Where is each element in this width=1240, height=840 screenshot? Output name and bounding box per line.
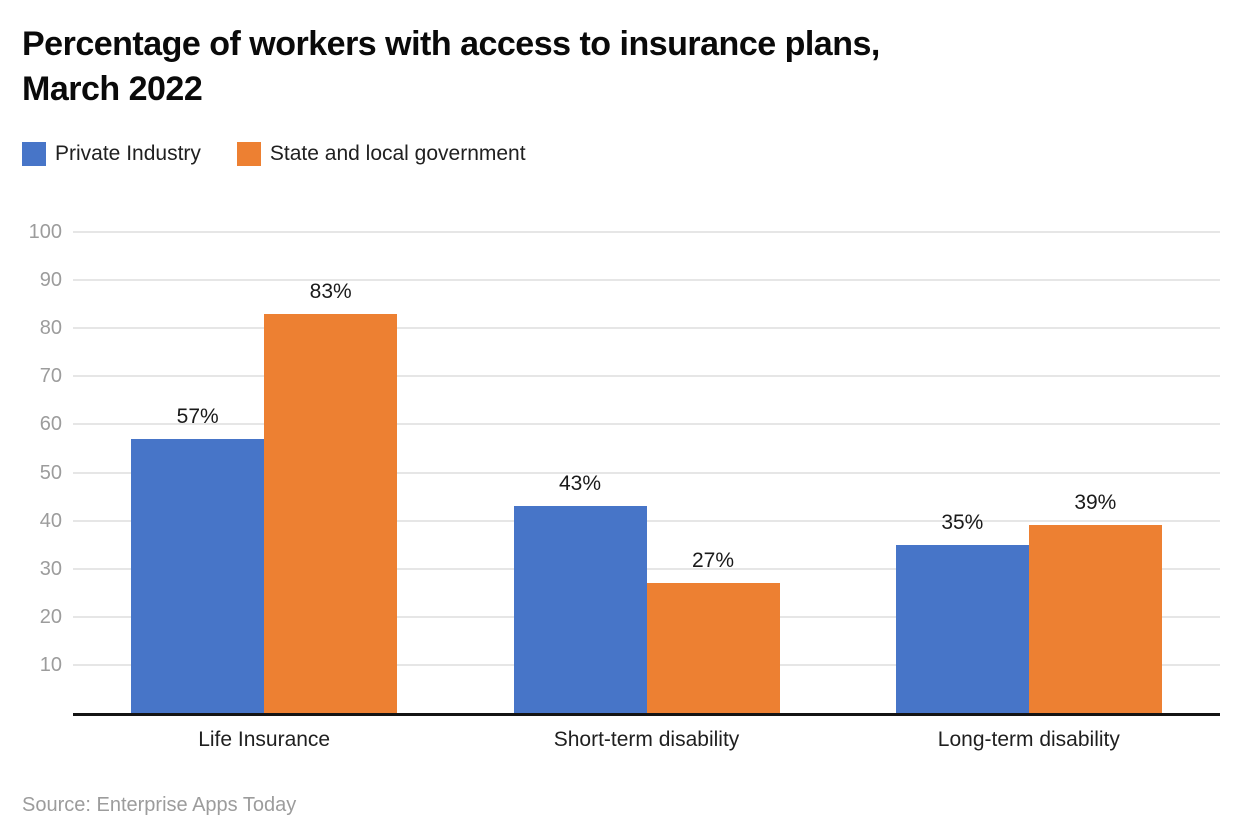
bar-private-industry-1 xyxy=(513,506,647,713)
chart-title: Percentage of workers with access to ins… xyxy=(22,22,1212,112)
value-label-0-0: 57% xyxy=(176,404,219,428)
value-label-2-1: 39% xyxy=(1074,491,1117,515)
legend: Private Industry State and local governm… xyxy=(22,142,548,166)
bar-state-and-local-government-2 xyxy=(1028,525,1162,713)
x-axis-line xyxy=(73,713,1220,716)
y-tick-label-30: 30 xyxy=(39,557,62,580)
y-tick-label-90: 90 xyxy=(39,269,62,292)
legend-swatch-blue xyxy=(22,142,46,166)
legend-label: State and local government xyxy=(269,142,526,165)
legend-label: Private Industry xyxy=(55,142,201,165)
value-label-1-0: 43% xyxy=(558,472,602,496)
gridline-90 xyxy=(73,279,1220,282)
gridline-50 xyxy=(73,471,1220,474)
y-tick-label-70: 70 xyxy=(39,365,62,388)
gridline-100 xyxy=(73,231,1220,233)
gridline-60 xyxy=(73,423,1220,426)
y-tick-label-100: 100 xyxy=(28,221,62,243)
value-label-0-1: 83% xyxy=(309,279,352,303)
y-tick-label-50: 50 xyxy=(39,461,62,484)
y-tick-label-40: 40 xyxy=(39,509,62,532)
chart-title-line2: March 2022 xyxy=(22,70,203,108)
legend-swatch-orange xyxy=(236,142,261,166)
bar-private-industry-0 xyxy=(131,438,265,713)
y-tick-label-10: 10 xyxy=(39,653,62,676)
x-axis-label-1: Short-term disability xyxy=(553,728,740,751)
gridline-30 xyxy=(73,567,1220,570)
gridline-70 xyxy=(73,375,1220,378)
y-tick-label-20: 20 xyxy=(39,605,62,628)
y-tick-label-80: 80 xyxy=(39,317,62,340)
x-axis-label-2: Long-term disability xyxy=(937,728,1120,751)
bar-state-and-local-government-0 xyxy=(264,313,398,713)
legend-item-state-local-government: State and local government xyxy=(236,142,526,166)
x-axis-label-0: Life Insurance xyxy=(198,728,331,751)
legend-item-private-industry: Private Industry xyxy=(22,142,201,166)
source-note: Source: Enterprise Apps Today xyxy=(22,794,297,816)
bar-state-and-local-government-1 xyxy=(646,583,780,713)
y-tick-label-60: 60 xyxy=(39,413,62,436)
gridline-40 xyxy=(73,519,1220,522)
value-label-2-0: 35% xyxy=(941,510,984,534)
bar-private-industry-2 xyxy=(895,544,1029,713)
chart-title-line1: Percentage of workers with access to ins… xyxy=(22,25,880,63)
gridline-80 xyxy=(73,327,1220,330)
value-label-1-1: 27% xyxy=(691,549,735,573)
